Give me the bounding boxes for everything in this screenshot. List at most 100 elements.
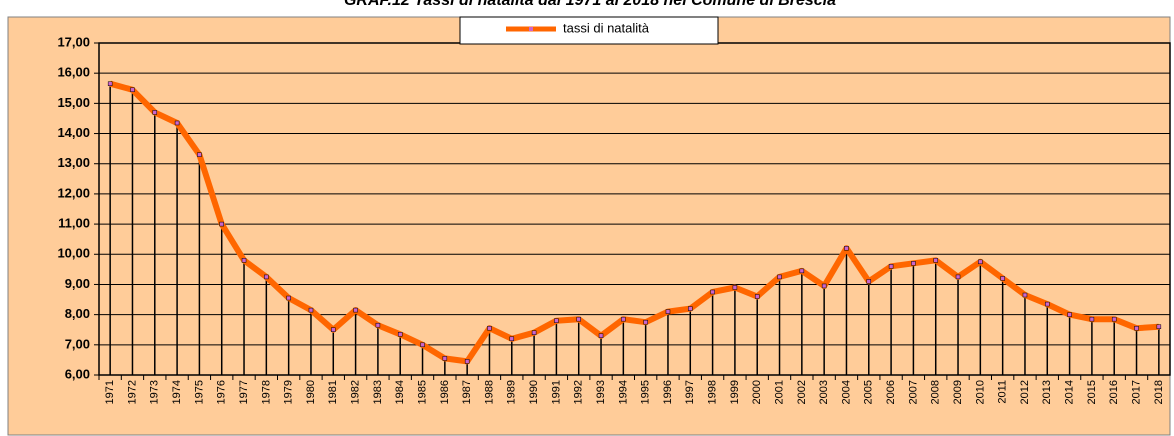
point-marker	[866, 279, 872, 284]
point-marker	[107, 81, 113, 86]
point-marker	[621, 316, 626, 322]
x-tick-label: 2018	[1153, 380, 1165, 404]
x-tick-label: 2012	[1019, 380, 1031, 404]
x-tick-label: 1985	[416, 380, 428, 404]
point-marker	[799, 268, 805, 274]
legend-label: tassi di natalità	[563, 20, 650, 35]
point-marker	[219, 221, 224, 227]
point-marker	[911, 261, 916, 266]
point-marker	[174, 120, 180, 126]
point-marker	[264, 274, 269, 280]
x-tick-label: 1976	[216, 380, 228, 404]
point-marker	[241, 258, 247, 263]
x-tick-label: 2004	[840, 380, 852, 404]
y-tick-label: 13,00	[57, 155, 90, 170]
x-tick-label: 1971	[104, 380, 116, 404]
x-tick-label: 1994	[617, 380, 629, 404]
x-tick-label: 2013	[1041, 380, 1053, 404]
x-tick-label: 1990	[528, 380, 540, 404]
legend-marker	[529, 27, 533, 31]
y-tick-label: 12,00	[57, 185, 90, 200]
x-tick-label: 1972	[126, 380, 138, 404]
point-marker	[888, 264, 894, 269]
y-tick-label: 17,00	[57, 34, 90, 49]
point-marker	[576, 316, 581, 322]
y-tick-label: 8,00	[65, 306, 90, 321]
point-marker	[754, 294, 760, 299]
point-marker	[1156, 324, 1162, 329]
x-tick-label: 1998	[707, 380, 719, 404]
point-marker	[442, 356, 448, 361]
point-marker	[643, 319, 648, 325]
point-marker	[688, 306, 693, 311]
point-marker	[509, 336, 515, 342]
point-marker	[331, 327, 336, 332]
x-tick-label: 2008	[930, 380, 942, 404]
y-tick-label: 11,00	[58, 216, 90, 231]
x-tick-label: 2002	[796, 380, 808, 404]
y-tick-label: 10,00	[57, 246, 90, 261]
series-line	[109, 80, 1160, 365]
y-tick-label: 15,00	[57, 95, 90, 110]
point-marker	[933, 258, 938, 263]
point-marker	[375, 322, 381, 328]
point-marker	[978, 259, 983, 265]
point-marker	[397, 332, 403, 337]
y-tick-label: 6,00	[65, 366, 90, 381]
x-tick-label: 2000	[751, 380, 763, 404]
x-tick-label: 1992	[573, 380, 585, 404]
x-tick-label: 1982	[350, 380, 362, 404]
x-tick-label: 1978	[260, 380, 272, 404]
point-marker	[353, 307, 358, 313]
x-tick-label: 1997	[684, 380, 696, 404]
x-tick-label: 1991	[550, 380, 562, 404]
y-tick-label: 14,00	[57, 125, 90, 140]
x-tick-label: 1973	[149, 380, 161, 404]
x-tick-label: 1995	[640, 380, 652, 404]
x-tick-label: 2014	[1064, 380, 1076, 404]
point-marker	[732, 285, 738, 290]
point-marker	[821, 283, 827, 289]
point-marker	[487, 325, 492, 331]
point-marker	[286, 295, 291, 301]
x-tick-label: 1980	[305, 380, 317, 404]
x-tick-label: 2005	[863, 380, 875, 404]
point-marker	[420, 342, 425, 348]
point-marker	[1045, 301, 1050, 307]
x-tick-label: 1977	[238, 380, 250, 404]
x-tick-label: 1983	[372, 380, 384, 404]
point-marker	[598, 333, 604, 339]
point-marker	[1067, 312, 1072, 317]
point-marker	[777, 274, 782, 280]
point-marker	[531, 330, 537, 335]
point-marker	[1022, 292, 1028, 298]
x-tick-label: 2010	[974, 380, 986, 404]
point-marker	[1000, 276, 1005, 281]
x-tick-label: 2006	[885, 380, 897, 404]
x-tick-label: 2017	[1130, 380, 1142, 404]
x-tick-label: 1987	[461, 380, 473, 404]
x-tick-label: 1999	[729, 380, 741, 404]
x-tick-label: 2015	[1086, 380, 1098, 404]
x-tick-label: 1979	[283, 380, 295, 404]
x-tick-label: 1989	[506, 380, 518, 404]
x-tick-label: 1981	[327, 380, 339, 404]
plot-area	[99, 43, 1170, 375]
point-marker	[152, 110, 158, 115]
x-tick-label: 2011	[997, 380, 1009, 404]
x-tick-label: 1988	[483, 380, 495, 404]
x-tick-label: 2016	[1108, 380, 1120, 404]
x-tick-label: 2001	[773, 380, 785, 404]
x-tick-label: 2007	[907, 380, 919, 404]
y-tick-label: 7,00	[65, 336, 90, 351]
x-tick-label: 1975	[193, 380, 205, 404]
legend	[459, 16, 719, 45]
chart-title: GRAF.12 Tassi di natalità dal 1971 al 20…	[344, 0, 836, 9]
x-tick-label: 1996	[662, 380, 674, 404]
x-tick-label: 1993	[595, 380, 607, 404]
point-marker	[1111, 316, 1117, 322]
point-marker	[197, 152, 202, 157]
x-tick-label: 1984	[394, 380, 406, 404]
y-tick-label: 16,00	[57, 65, 90, 80]
